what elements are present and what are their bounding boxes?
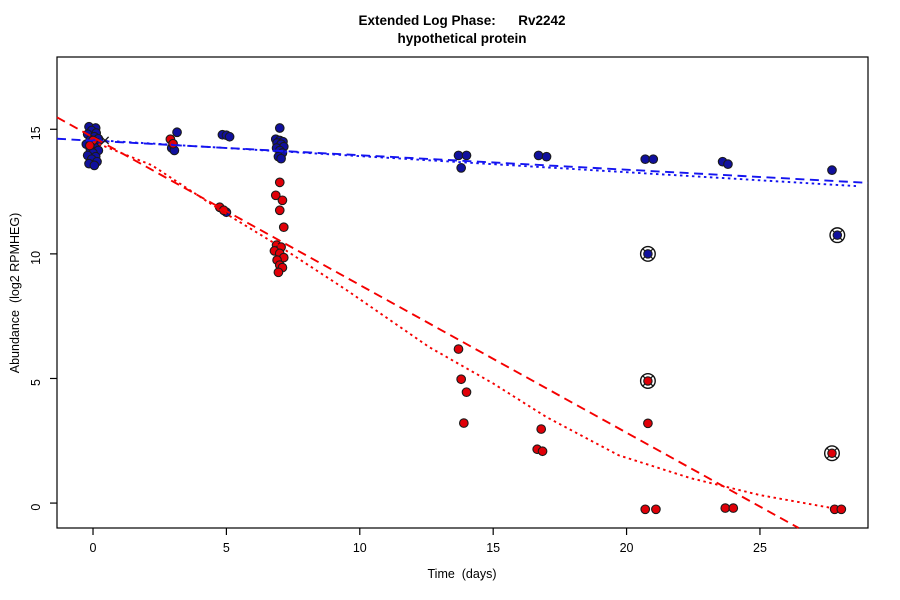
red-point [456,374,467,385]
blue-point [648,154,659,165]
y-axis-label: Abundance (log2 RPMHEG) [8,212,22,374]
red-point [537,446,548,457]
blue-point [827,165,837,175]
blue-point [723,159,733,170]
blue-point [89,160,100,171]
blue-point [461,150,472,161]
red-point [277,195,288,206]
cross-marker [100,136,110,145]
chart-title-line1: Extended Log Phase: Rv2242 [358,13,566,28]
red-point [458,418,469,428]
red-point [461,387,472,398]
blue-point [541,151,552,162]
red-point [274,205,285,216]
red-point [453,344,464,354]
blue-dashed-fit [56,137,869,184]
blue-dotted-fit [92,139,857,188]
x-tick-label: 20 [620,541,634,555]
flag-ring [639,245,656,262]
red-point [168,138,178,149]
x-tick-label: 5 [223,541,230,555]
chart-title-line2: hypothetical protein [397,31,527,46]
y-tick-label: 5 [29,379,43,386]
y-tick-label: 10 [29,251,43,265]
red-point [643,418,653,429]
red-point [270,190,281,201]
blue-point [640,154,651,165]
blue-point [456,163,467,173]
red-dashed-fit [56,116,800,529]
flag-ring [829,227,846,244]
red-point [640,504,651,515]
red-dotted-fit [92,140,833,509]
x-axis-label: Time (days) [427,567,497,581]
blue-point [533,150,544,161]
flagged-point [643,376,653,386]
flag-ring [823,445,840,462]
red-point [274,177,285,188]
red-point [728,503,739,513]
y-tick-label: 15 [29,126,43,140]
flagged-point [827,448,837,458]
red-point [278,222,289,233]
red-point [836,504,847,515]
red-point [651,504,661,515]
blue-point [453,150,464,161]
x-tick-label: 10 [353,541,367,555]
blue-point [224,131,235,142]
blue-point [276,153,286,164]
y-tick-label: 0 [29,504,43,511]
flagged-point [832,230,843,240]
x-tick-label: 15 [486,541,500,555]
flag-ring [639,372,656,389]
red-point [536,424,547,434]
red-point [273,267,284,278]
blue-point [172,127,182,138]
x-tick-label: 0 [90,541,97,555]
flagged-point [643,249,653,259]
blue-point [274,123,285,133]
x-tick-label: 25 [753,541,767,555]
plot-box [56,56,869,529]
red-point [720,503,731,513]
